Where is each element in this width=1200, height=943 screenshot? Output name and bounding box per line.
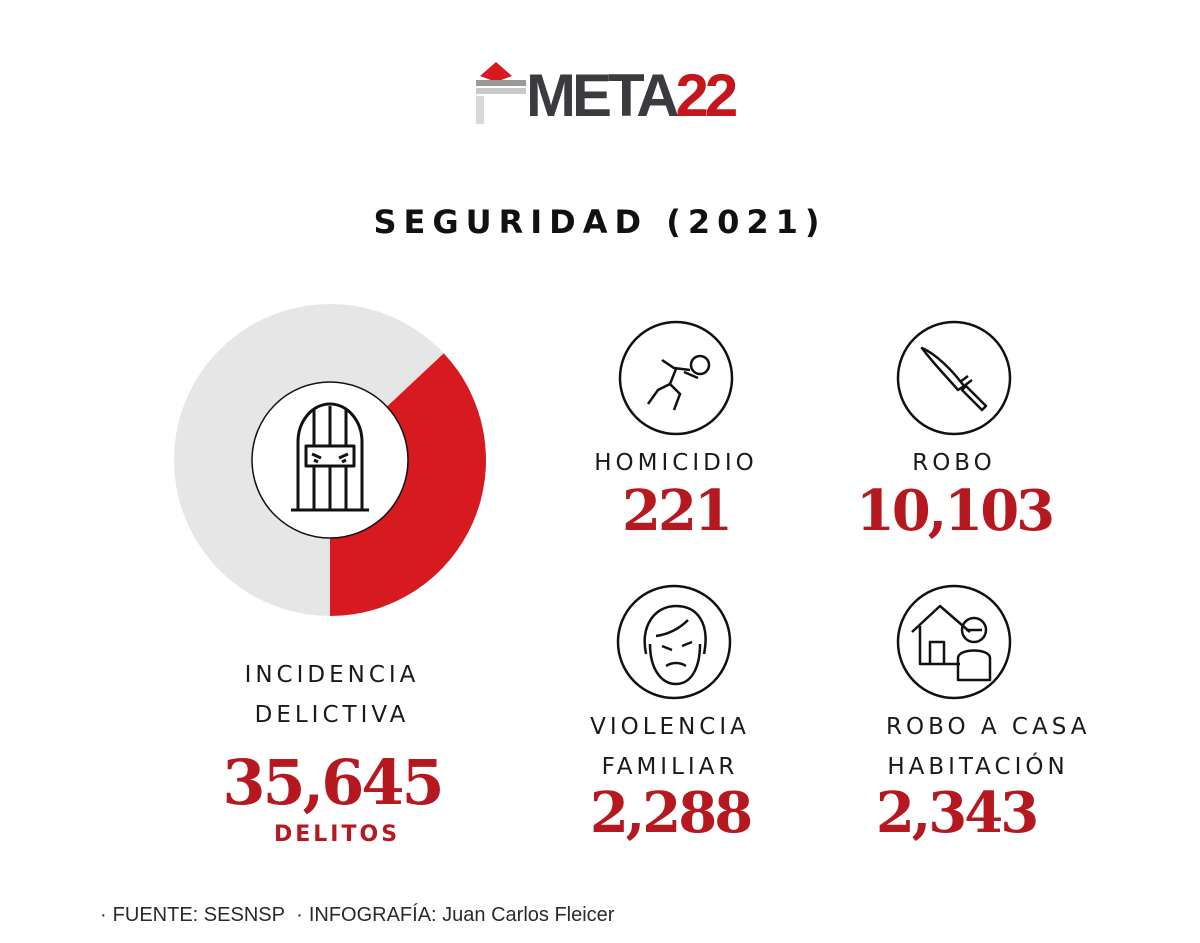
violencia-label-line1: VIOLENCIA	[590, 714, 750, 740]
jail-prisoner-icon	[291, 402, 369, 512]
infografia-label: INFOGRAFÍA:	[308, 904, 437, 926]
main-label-line1: INCIDENCIA	[244, 662, 420, 688]
knife-icon	[896, 320, 1012, 436]
main-unit: DELITOS	[274, 822, 401, 847]
fuente-label: FUENTE:	[112, 904, 199, 926]
homicidio-label: HOMICIDIO	[594, 450, 758, 476]
body-outline-icon	[618, 320, 734, 436]
robo-casa-value: 2,343	[875, 780, 1039, 846]
violencia-value: 2,288	[589, 780, 753, 846]
logo-text-meta: META	[526, 62, 680, 129]
robo-value: 10,103	[855, 478, 1055, 544]
footer-credits: · FUENTE: SESNSP · INFOGRAFÍA: Juan Carlos…	[100, 904, 615, 926]
logo-text-22: 22	[675, 62, 739, 129]
brand-logo: META22	[472, 58, 742, 130]
robo-label: ROBO	[912, 450, 996, 476]
main-label-line2: DELICTIVA	[254, 702, 410, 728]
homicidio-value: 221	[622, 478, 733, 544]
robo-casa-label-line1: ROBO A CASA	[886, 714, 1091, 740]
main-value: 35,645	[222, 746, 444, 819]
robo-casa-label-line2: HABITACIÓN	[887, 754, 1069, 780]
crying-face-icon	[616, 584, 732, 700]
logo-wordmark: META22	[526, 66, 738, 126]
donut-slice-highlighted	[330, 353, 487, 616]
incidence-donut-chart	[174, 304, 487, 616]
ballot-box-icon	[476, 62, 526, 124]
fuente-value: SESNSP	[203, 904, 285, 926]
donut-slice-rest	[174, 304, 444, 616]
burglar-house-icon	[896, 584, 1012, 700]
infografia-value: Juan Carlos Fleicer	[442, 904, 615, 926]
page-title: SEGURIDAD (2021)	[373, 203, 827, 241]
violencia-label-line2: FAMILIAR	[601, 754, 739, 780]
